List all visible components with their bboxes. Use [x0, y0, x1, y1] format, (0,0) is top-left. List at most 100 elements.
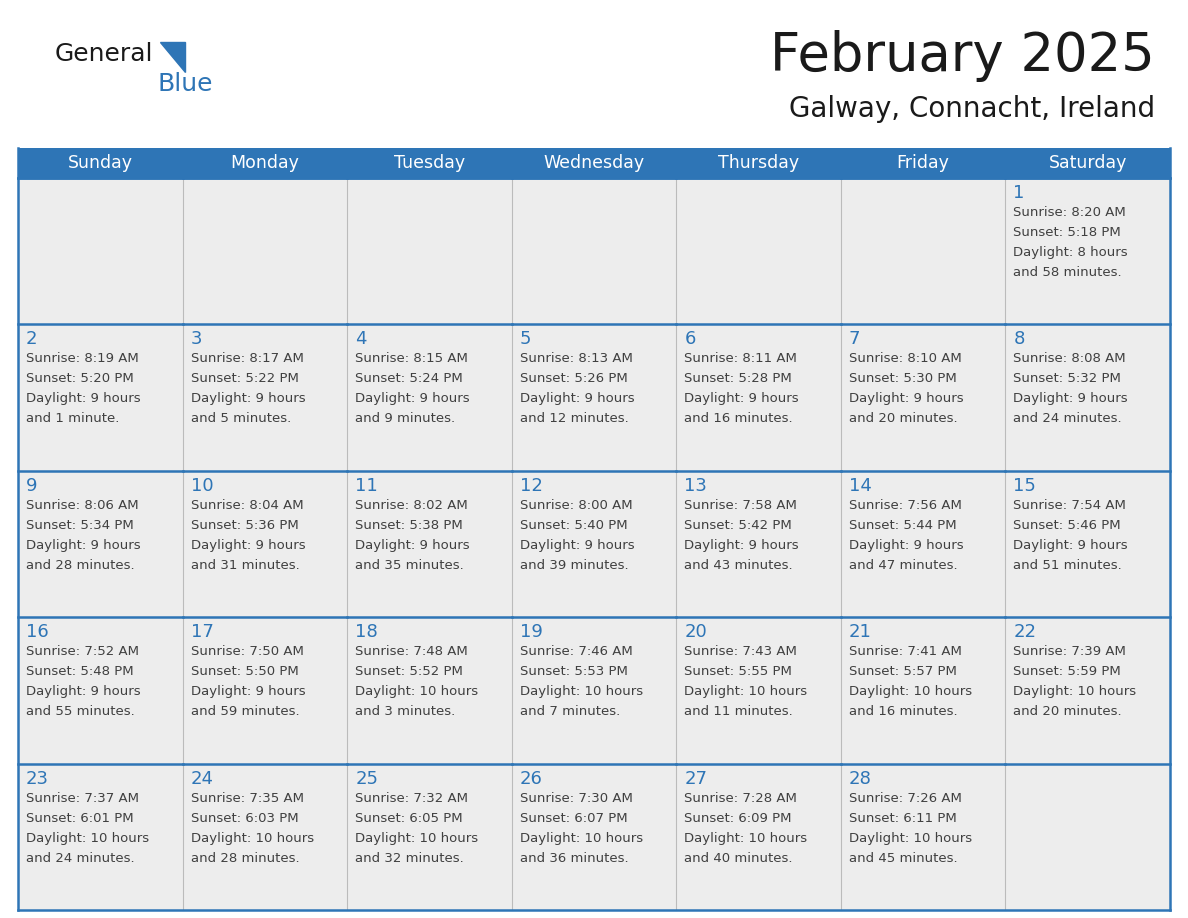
- Text: Sunset: 5:52 PM: Sunset: 5:52 PM: [355, 666, 463, 678]
- Text: Sunset: 6:09 PM: Sunset: 6:09 PM: [684, 812, 791, 824]
- Text: Sunrise: 8:17 AM: Sunrise: 8:17 AM: [190, 353, 303, 365]
- Text: Sunset: 5:26 PM: Sunset: 5:26 PM: [519, 373, 627, 386]
- Text: Sunset: 5:28 PM: Sunset: 5:28 PM: [684, 373, 792, 386]
- Text: and 1 minute.: and 1 minute.: [26, 412, 119, 425]
- Text: Sunset: 5:36 PM: Sunset: 5:36 PM: [190, 519, 298, 532]
- Text: Sunrise: 8:02 AM: Sunrise: 8:02 AM: [355, 498, 468, 512]
- Text: Thursday: Thursday: [718, 154, 800, 172]
- Text: and 3 minutes.: and 3 minutes.: [355, 705, 455, 718]
- Text: Daylight: 10 hours: Daylight: 10 hours: [26, 832, 150, 845]
- Text: Friday: Friday: [897, 154, 949, 172]
- Bar: [1005, 178, 1170, 324]
- Bar: [18, 764, 183, 910]
- Text: and 58 minutes.: and 58 minutes.: [1013, 266, 1121, 279]
- Text: 26: 26: [519, 769, 543, 788]
- Text: Sunrise: 7:26 AM: Sunrise: 7:26 AM: [849, 791, 962, 804]
- Text: and 59 minutes.: and 59 minutes.: [190, 705, 299, 718]
- Bar: [512, 178, 676, 324]
- Text: 18: 18: [355, 623, 378, 641]
- Text: 1: 1: [1013, 184, 1025, 202]
- Text: and 20 minutes.: and 20 minutes.: [1013, 705, 1121, 718]
- Bar: [183, 764, 347, 910]
- Text: Daylight: 10 hours: Daylight: 10 hours: [519, 832, 643, 845]
- Text: Sunset: 5:48 PM: Sunset: 5:48 PM: [26, 666, 133, 678]
- Text: Wednesday: Wednesday: [543, 154, 645, 172]
- Text: Sunset: 5:50 PM: Sunset: 5:50 PM: [190, 666, 298, 678]
- Bar: [183, 617, 347, 764]
- Text: Daylight: 10 hours: Daylight: 10 hours: [684, 685, 808, 699]
- Text: Daylight: 10 hours: Daylight: 10 hours: [684, 832, 808, 845]
- Text: Daylight: 9 hours: Daylight: 9 hours: [190, 685, 305, 699]
- Text: 8: 8: [1013, 330, 1025, 349]
- Bar: [18, 324, 183, 471]
- Text: 20: 20: [684, 623, 707, 641]
- Bar: [1005, 324, 1170, 471]
- Text: Sunset: 6:01 PM: Sunset: 6:01 PM: [26, 812, 133, 824]
- Text: Daylight: 10 hours: Daylight: 10 hours: [355, 832, 479, 845]
- Bar: [841, 471, 1005, 617]
- Bar: [347, 178, 512, 324]
- Text: Sunrise: 7:50 AM: Sunrise: 7:50 AM: [190, 645, 303, 658]
- Text: Daylight: 9 hours: Daylight: 9 hours: [519, 539, 634, 552]
- Text: Sunset: 5:59 PM: Sunset: 5:59 PM: [1013, 666, 1121, 678]
- Bar: [841, 764, 1005, 910]
- Text: Daylight: 10 hours: Daylight: 10 hours: [355, 685, 479, 699]
- Text: 19: 19: [519, 623, 543, 641]
- Bar: [347, 617, 512, 764]
- Text: Sunrise: 7:39 AM: Sunrise: 7:39 AM: [1013, 645, 1126, 658]
- Text: and 39 minutes.: and 39 minutes.: [519, 559, 628, 572]
- Text: February 2025: February 2025: [770, 30, 1155, 82]
- Bar: [18, 471, 183, 617]
- Text: Sunrise: 8:19 AM: Sunrise: 8:19 AM: [26, 353, 139, 365]
- Text: Saturday: Saturday: [1049, 154, 1127, 172]
- Text: and 28 minutes.: and 28 minutes.: [26, 559, 134, 572]
- Text: Sunrise: 8:00 AM: Sunrise: 8:00 AM: [519, 498, 632, 512]
- Text: Daylight: 9 hours: Daylight: 9 hours: [26, 539, 140, 552]
- Text: and 9 minutes.: and 9 minutes.: [355, 412, 455, 425]
- Text: 27: 27: [684, 769, 707, 788]
- Text: Sunrise: 8:08 AM: Sunrise: 8:08 AM: [1013, 353, 1126, 365]
- Text: Daylight: 9 hours: Daylight: 9 hours: [26, 392, 140, 406]
- Text: Sunset: 6:03 PM: Sunset: 6:03 PM: [190, 812, 298, 824]
- Bar: [841, 178, 1005, 324]
- Text: and 32 minutes.: and 32 minutes.: [355, 852, 463, 865]
- Text: and 12 minutes.: and 12 minutes.: [519, 412, 628, 425]
- Text: Sunset: 5:46 PM: Sunset: 5:46 PM: [1013, 519, 1121, 532]
- Text: Sunrise: 8:15 AM: Sunrise: 8:15 AM: [355, 353, 468, 365]
- Text: Galway, Connacht, Ireland: Galway, Connacht, Ireland: [789, 95, 1155, 123]
- Text: General: General: [55, 42, 153, 66]
- Text: Sunrise: 7:58 AM: Sunrise: 7:58 AM: [684, 498, 797, 512]
- Text: 11: 11: [355, 476, 378, 495]
- Text: Daylight: 10 hours: Daylight: 10 hours: [519, 685, 643, 699]
- Text: Sunrise: 7:28 AM: Sunrise: 7:28 AM: [684, 791, 797, 804]
- Text: and 47 minutes.: and 47 minutes.: [849, 559, 958, 572]
- Text: and 16 minutes.: and 16 minutes.: [849, 705, 958, 718]
- Bar: [18, 617, 183, 764]
- Text: Sunrise: 7:48 AM: Sunrise: 7:48 AM: [355, 645, 468, 658]
- Text: Sunrise: 7:43 AM: Sunrise: 7:43 AM: [684, 645, 797, 658]
- Text: Sunrise: 8:20 AM: Sunrise: 8:20 AM: [1013, 206, 1126, 219]
- Bar: [347, 764, 512, 910]
- Text: Sunrise: 8:13 AM: Sunrise: 8:13 AM: [519, 353, 632, 365]
- Text: Daylight: 9 hours: Daylight: 9 hours: [1013, 392, 1129, 406]
- Text: 22: 22: [1013, 623, 1036, 641]
- Text: Sunrise: 7:37 AM: Sunrise: 7:37 AM: [26, 791, 139, 804]
- Text: Daylight: 9 hours: Daylight: 9 hours: [26, 685, 140, 699]
- Text: Sunset: 5:42 PM: Sunset: 5:42 PM: [684, 519, 792, 532]
- Text: Daylight: 9 hours: Daylight: 9 hours: [519, 392, 634, 406]
- Text: 24: 24: [190, 769, 214, 788]
- Text: 7: 7: [849, 330, 860, 349]
- Text: Sunrise: 7:35 AM: Sunrise: 7:35 AM: [190, 791, 304, 804]
- Text: 6: 6: [684, 330, 696, 349]
- Text: Monday: Monday: [230, 154, 299, 172]
- Bar: [18, 178, 183, 324]
- Text: 12: 12: [519, 476, 543, 495]
- Text: and 55 minutes.: and 55 minutes.: [26, 705, 134, 718]
- Text: Daylight: 9 hours: Daylight: 9 hours: [684, 392, 798, 406]
- Text: Sunrise: 8:04 AM: Sunrise: 8:04 AM: [190, 498, 303, 512]
- Bar: [347, 471, 512, 617]
- Bar: [841, 617, 1005, 764]
- Text: Sunset: 5:20 PM: Sunset: 5:20 PM: [26, 373, 134, 386]
- Bar: [347, 324, 512, 471]
- Bar: [841, 324, 1005, 471]
